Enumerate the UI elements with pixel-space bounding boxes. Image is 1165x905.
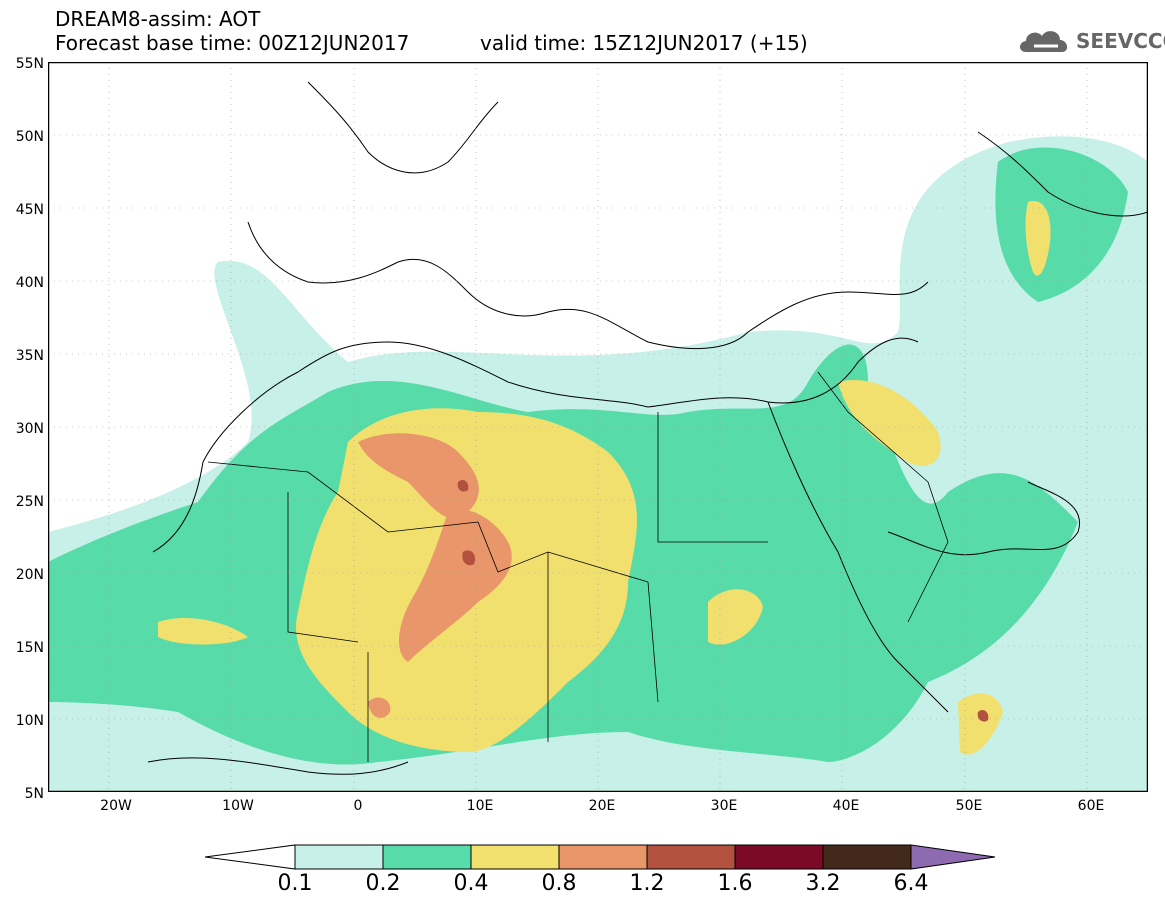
lat-label: 50N bbox=[15, 129, 44, 145]
colorbar-label: 0.8 bbox=[541, 871, 577, 896]
lon-label: 0 bbox=[353, 798, 363, 814]
colorbar bbox=[205, 844, 996, 870]
lat-label: 10N bbox=[15, 713, 44, 729]
lon-label: 30E bbox=[710, 798, 738, 814]
logo-text: SEEVCCC bbox=[1076, 29, 1165, 53]
lon-label: 50E bbox=[955, 798, 983, 814]
lat-label: 40N bbox=[15, 275, 44, 291]
lat-label: 25N bbox=[15, 494, 44, 510]
lon-label: 10W bbox=[222, 798, 254, 814]
lon-label: 40E bbox=[832, 798, 860, 814]
forecast-base-time: Forecast base time: 00Z12JUN2017 bbox=[55, 31, 410, 55]
valid-time: valid time: 15Z12JUN2017 (+15) bbox=[480, 31, 808, 55]
colorbar-label: 1.2 bbox=[629, 871, 665, 896]
cloud-icon bbox=[1020, 31, 1068, 52]
seevccc-logo: SEEVCCC bbox=[1018, 22, 1165, 58]
country-borders bbox=[207, 371, 949, 762]
map-title: DREAM8-assim: AOT bbox=[55, 7, 261, 31]
lat-label: 35N bbox=[15, 348, 44, 364]
colorbar-label: 3.2 bbox=[805, 871, 841, 896]
coastlines bbox=[147, 81, 1148, 775]
lat-label: 20N bbox=[15, 567, 44, 583]
lon-label: 20W bbox=[100, 798, 132, 814]
lat-label: 5N bbox=[24, 786, 44, 802]
colorbar-label: 1.6 bbox=[717, 871, 753, 896]
colorbar-label: 6.4 bbox=[893, 871, 929, 896]
aot-map bbox=[48, 62, 1148, 792]
lon-label: 60E bbox=[1077, 798, 1105, 814]
colorbar-label: 0.4 bbox=[453, 871, 489, 896]
lon-label: 10E bbox=[466, 798, 494, 814]
lat-label: 55N bbox=[15, 56, 44, 72]
lat-label: 15N bbox=[15, 640, 44, 656]
lat-label: 30N bbox=[15, 421, 44, 437]
colorbar-label: 0.2 bbox=[365, 871, 401, 896]
lat-label: 45N bbox=[15, 202, 44, 218]
colorbar-label: 0.1 bbox=[277, 871, 313, 896]
lon-label: 20E bbox=[588, 798, 616, 814]
